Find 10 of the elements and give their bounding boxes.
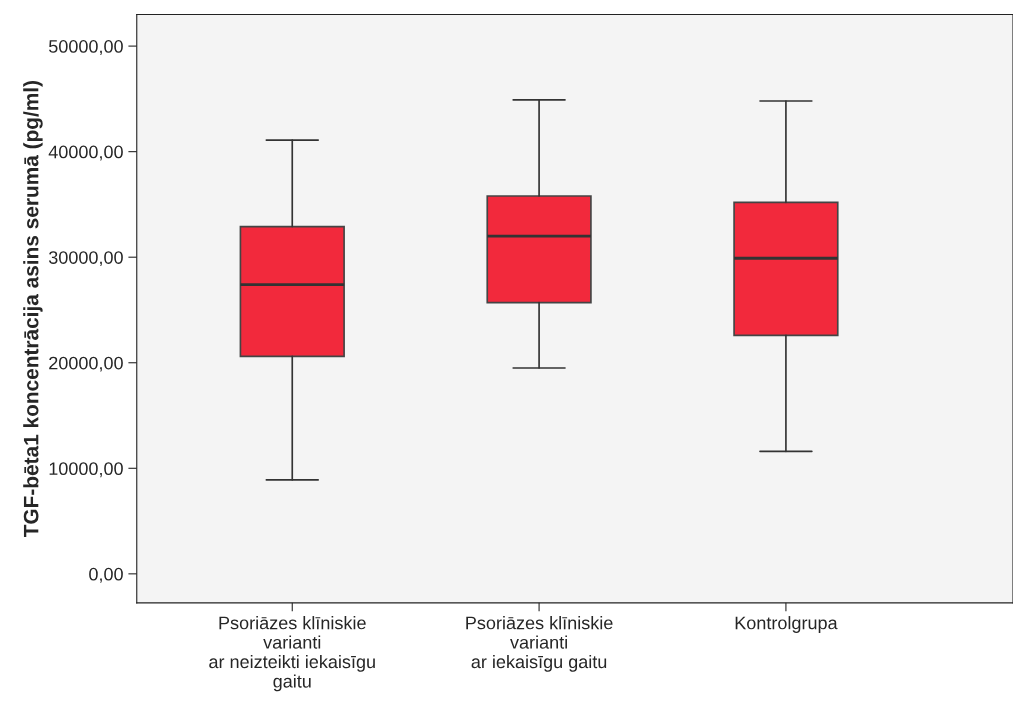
- y-tick-label: 10000,00: [49, 462, 123, 478]
- y-tick-label: 30000,00: [48, 251, 123, 267]
- y-tick-label: 40000,00: [48, 145, 123, 161]
- x-tick-label: Psoriāzes klīniskie varianti ar iekaisīgu gaitu: [466, 616, 613, 672]
- y-tick-label: 50000,00: [48, 40, 123, 55]
- x-tick-label: Kontrolgrupa: [735, 616, 838, 633]
- y-tick-label: 20000,00: [49, 356, 123, 372]
- x-tick-label: Psoriāzes klīniskie varianti ar neizteikti iekaisīgu gaitu: [209, 616, 375, 692]
- y-axis-title: TGF-bēta1 koncentrācija asins serumā (pg/ml): [23, 81, 43, 538]
- y-tick-label: 0,00: [89, 567, 123, 583]
